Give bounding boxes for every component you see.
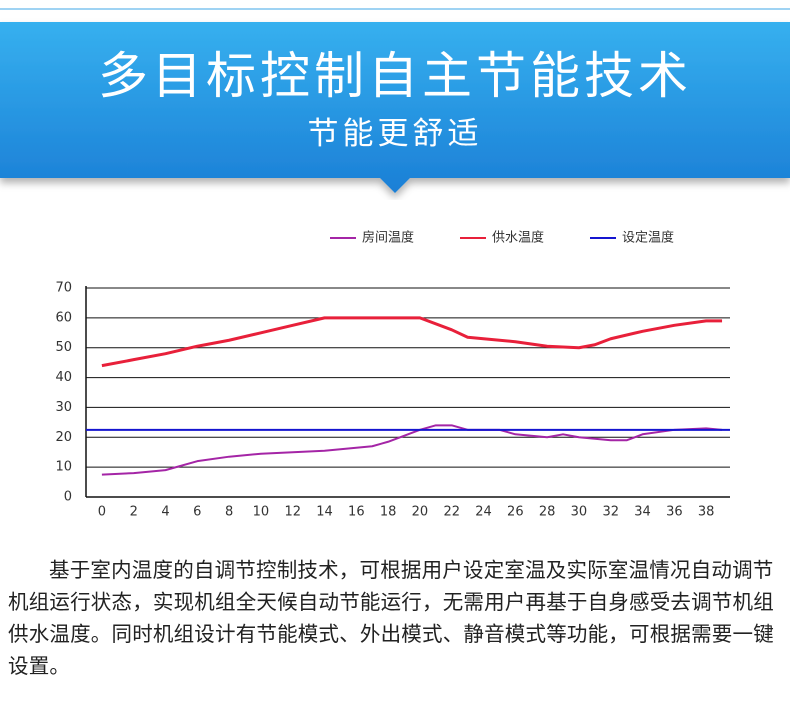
x-tick-label: 8 bbox=[225, 505, 233, 520]
y-tick-label: 20 bbox=[55, 430, 72, 445]
x-tick-label: 2 bbox=[130, 505, 138, 520]
y-tick-label: 40 bbox=[55, 370, 72, 385]
title: 多目标控制自主节能技术 bbox=[98, 47, 692, 105]
x-tick-label: 24 bbox=[475, 505, 492, 520]
x-tick-label: 28 bbox=[539, 505, 556, 520]
y-tick-label: 50 bbox=[55, 340, 72, 355]
x-tick-label: 26 bbox=[507, 505, 524, 520]
banner-shape bbox=[0, 22, 790, 193]
banner bbox=[0, 22, 790, 193]
legend-label: 房间温度 bbox=[362, 230, 414, 246]
x-tick-label: 32 bbox=[602, 505, 619, 520]
paragraph: 基于室内温度的自调节控制技术，可根据用户设定室温及实际室温情况自动调节机组运行状… bbox=[8, 558, 774, 678]
legend-label: 设定温度 bbox=[622, 230, 674, 246]
y-tick-label: 30 bbox=[55, 400, 72, 415]
x-tick-label: 18 bbox=[380, 505, 397, 520]
x-tick-label: 38 bbox=[698, 505, 715, 520]
x-tick-label: 30 bbox=[571, 505, 588, 520]
x-tick-label: 4 bbox=[161, 505, 169, 520]
x-tick-label: 36 bbox=[666, 505, 683, 520]
x-tick-label: 6 bbox=[193, 505, 201, 520]
legend-label: 供水温度 bbox=[492, 230, 544, 246]
series-line bbox=[101, 424, 723, 476]
y-tick-label: 0 bbox=[64, 490, 72, 505]
top-line bbox=[0, 8, 790, 10]
x-tick-label: 12 bbox=[284, 505, 301, 520]
x-tick-label: 0 bbox=[98, 505, 106, 520]
series-line bbox=[101, 316, 723, 368]
x-tick-label: 22 bbox=[443, 505, 460, 520]
x-tick-label: 10 bbox=[253, 505, 270, 520]
y-tick-label: 60 bbox=[55, 310, 72, 325]
x-tick-label: 20 bbox=[412, 505, 429, 520]
y-tick-label: 70 bbox=[55, 281, 72, 296]
x-tick-label: 34 bbox=[634, 505, 651, 520]
x-tick-label: 14 bbox=[316, 505, 333, 520]
y-tick-label: 10 bbox=[55, 460, 72, 475]
x-tick-label: 16 bbox=[348, 505, 365, 520]
subtitle: 节能更舒适 bbox=[307, 116, 483, 152]
